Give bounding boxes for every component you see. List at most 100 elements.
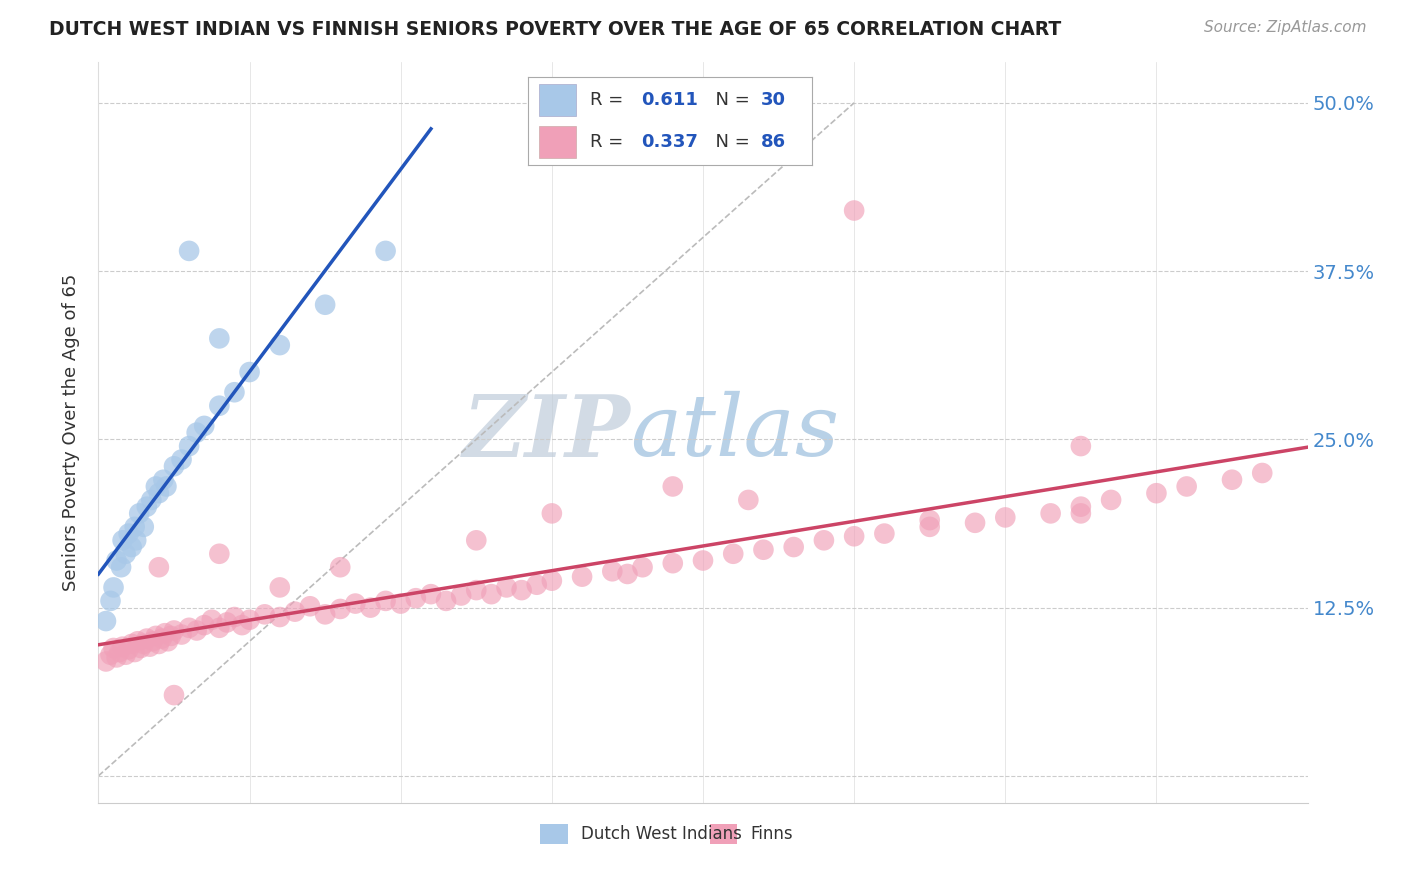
Point (94, 614, 117, 628)
Point (752, 542, 775, 557)
Text: ZIP: ZIP (463, 391, 630, 475)
Point (141, 492, 163, 507)
Point (1175, 479, 1198, 493)
Point (374, 594, 396, 608)
Point (145, 629, 167, 643)
Point (299, 599, 322, 614)
Point (631, 560, 654, 574)
Point (132, 520, 155, 534)
Point (602, 564, 624, 578)
Point (540, 574, 562, 588)
Point (269, 610, 291, 624)
Point (329, 602, 352, 616)
Point (118, 642, 141, 657)
Point (150, 632, 173, 646)
Point (110, 560, 132, 574)
Text: atlas: atlas (630, 392, 839, 474)
Point (495, 581, 517, 595)
Point (918, 520, 941, 534)
Point (329, 560, 352, 574)
Point (661, 556, 683, 570)
Point (114, 547, 136, 561)
Point (186, 425, 208, 440)
Point (269, 581, 291, 595)
Point (873, 526, 896, 541)
Point (179, 621, 201, 635)
Point (179, 439, 201, 453)
Point (208, 547, 231, 561)
Point (1039, 507, 1062, 521)
Point (284, 605, 307, 619)
Point (118, 526, 141, 541)
Point (420, 587, 443, 601)
Point (160, 629, 183, 643)
Point (111, 640, 134, 654)
Point (994, 510, 1017, 524)
Point (170, 627, 193, 641)
Point (723, 547, 745, 561)
Point (135, 500, 157, 514)
Point (124, 520, 146, 534)
Point (105, 650, 128, 665)
Point (148, 637, 170, 651)
Point (540, 507, 562, 521)
Point (186, 624, 208, 638)
Point (179, 244, 201, 258)
Point (844, 203, 866, 218)
Point (526, 578, 548, 592)
Point (314, 607, 336, 622)
Point (155, 479, 177, 493)
Point (344, 597, 367, 611)
Point (208, 621, 231, 635)
Point (124, 645, 146, 659)
Point (510, 583, 533, 598)
Point (128, 507, 150, 521)
Point (783, 540, 806, 554)
Point (844, 529, 866, 543)
Point (481, 587, 503, 601)
Point (100, 594, 122, 608)
Point (692, 553, 714, 567)
Point (314, 298, 336, 312)
Point (1070, 500, 1092, 514)
Point (231, 618, 253, 632)
Point (132, 637, 155, 651)
Point (737, 492, 759, 507)
Point (1070, 507, 1092, 521)
Point (114, 648, 136, 662)
Point (94, 655, 117, 669)
Point (105, 553, 128, 567)
Point (108, 645, 131, 659)
Point (405, 591, 427, 606)
Point (148, 560, 170, 574)
Point (125, 533, 148, 548)
Point (193, 418, 215, 433)
Point (224, 610, 246, 624)
Point (129, 640, 152, 655)
Point (163, 624, 186, 638)
Point (1099, 492, 1122, 507)
Point (1144, 486, 1167, 500)
Point (208, 399, 231, 413)
Point (616, 566, 638, 581)
Point (1220, 473, 1243, 487)
Point (145, 479, 167, 493)
Point (269, 338, 291, 352)
Point (121, 540, 143, 554)
Point (163, 688, 186, 702)
Text: DUTCH WEST INDIAN VS FINNISH SENIORS POVERTY OVER THE AGE OF 65 CORRELATION CHAR: DUTCH WEST INDIAN VS FINNISH SENIORS POV… (49, 20, 1062, 38)
Point (170, 452, 193, 467)
Point (465, 533, 488, 548)
Point (389, 597, 412, 611)
Point (100, 648, 122, 662)
Point (661, 479, 683, 493)
Point (103, 581, 125, 595)
Point (193, 618, 215, 632)
Point (156, 634, 179, 648)
Point (201, 613, 224, 627)
Point (813, 533, 835, 548)
Point (153, 626, 176, 640)
Point (135, 632, 157, 646)
Point (163, 459, 186, 474)
Text: Source: ZipAtlas.com: Source: ZipAtlas.com (1204, 20, 1367, 35)
